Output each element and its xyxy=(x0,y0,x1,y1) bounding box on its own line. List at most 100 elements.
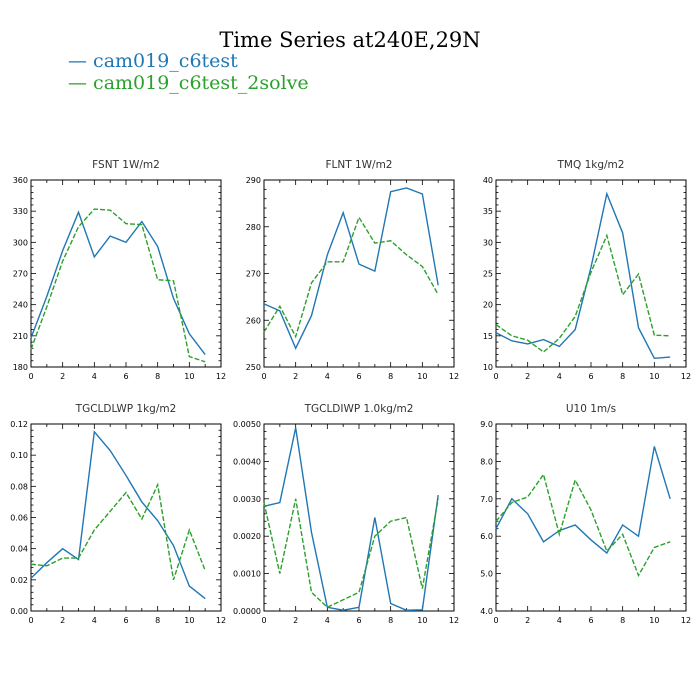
x-tick-label: 4 xyxy=(325,616,330,625)
y-tick-label: 0.06 xyxy=(10,514,28,523)
y-tick-label: 180 xyxy=(13,363,28,372)
x-tick-label: 10 xyxy=(184,616,194,625)
y-tick-label: 280 xyxy=(246,223,261,232)
series-line-1 xyxy=(495,191,671,360)
legend-label-series-2: cam019_c6test_2solve xyxy=(93,72,309,94)
x-tick-label: 8 xyxy=(155,616,160,625)
x-tick-label: 6 xyxy=(356,372,361,381)
chart-panel-1: FSNT 1W/m2 0 2 4 6 8 10 12 180 210 240 270 300 330 360 xyxy=(13,159,226,381)
x-tick-label: 2 xyxy=(293,616,298,625)
x-tick-label: 10 xyxy=(649,372,659,381)
series-line-1 xyxy=(30,210,206,355)
y-tick-label: 40 xyxy=(483,176,493,185)
y-tick-label: 10 xyxy=(483,363,493,372)
y-tick-label: 5.0 xyxy=(480,570,493,579)
x-tick-label: 12 xyxy=(216,372,226,381)
x-tick-label: 8 xyxy=(155,372,160,381)
chart-panel-4: TGCLDLWP 1kg/m2 0 2 4 6 8 10 12 0.00 0.02 0.04 0.06… xyxy=(10,403,226,625)
y-tick-label: 0.08 xyxy=(10,482,28,491)
y-tick-label: 6.0 xyxy=(480,532,493,541)
legend-entry-series-2: — cam019_c6test_2solve xyxy=(68,72,309,94)
y-tick-label: 260 xyxy=(246,316,261,325)
x-tick-label: 2 xyxy=(293,372,298,381)
y-tick-label: 330 xyxy=(13,207,28,216)
series-line-1 xyxy=(495,446,671,555)
chart-panel-6: U10 1m/s 0 2 4 6 8 10 12 4.0 5.0 6.0 7.0 8.0 9.0 xyxy=(480,403,691,625)
x-tick-label: 12 xyxy=(681,616,691,625)
y-tick-label: 7.0 xyxy=(480,495,493,504)
y-tick-label: 240 xyxy=(13,301,28,310)
legend-entry-series-1: — cam019_c6test xyxy=(68,50,238,72)
chart-title: U10 1m/s xyxy=(566,403,616,415)
y-tick-label: 0.0030 xyxy=(233,495,261,504)
series-line-2 xyxy=(495,233,671,353)
legend-line-series-1: — xyxy=(68,50,94,72)
y-tick-label: 25 xyxy=(483,270,493,279)
x-tick-label: 4 xyxy=(557,616,562,625)
y-tick-label: 4.0 xyxy=(480,607,493,616)
x-tick-label: 10 xyxy=(649,616,659,625)
series-line-2 xyxy=(263,498,439,609)
x-tick-label: 0 xyxy=(261,616,266,625)
x-tick-label: 4 xyxy=(92,372,97,381)
series-line-2 xyxy=(495,472,671,578)
x-tick-label: 0 xyxy=(493,372,498,381)
y-tick-label: 250 xyxy=(246,363,261,372)
x-tick-label: 0 xyxy=(28,616,33,625)
chart-title: TMQ 1kg/m2 xyxy=(557,159,625,171)
chart-title: FSNT 1W/m2 xyxy=(92,159,160,171)
y-tick-label: 20 xyxy=(483,301,493,310)
x-tick-label: 8 xyxy=(620,616,625,625)
y-tick-label: 8.0 xyxy=(480,457,493,466)
series-line-2 xyxy=(30,208,206,363)
y-tick-label: 0.0010 xyxy=(233,570,261,579)
x-tick-label: 10 xyxy=(417,616,427,625)
x-tick-label: 12 xyxy=(449,616,459,625)
x-tick-label: 2 xyxy=(525,372,530,381)
x-tick-label: 2 xyxy=(60,616,65,625)
y-tick-label: 0.0050 xyxy=(233,420,261,429)
x-tick-label: 6 xyxy=(123,616,128,625)
x-tick-label: 4 xyxy=(92,616,97,625)
y-tick-label: 300 xyxy=(13,238,28,247)
chart-panel-2: FLNT 1W/m2 0 2 4 6 8 10 12 250 260 270 280 290 xyxy=(246,159,459,381)
x-tick-label: 6 xyxy=(123,372,128,381)
x-tick-label: 0 xyxy=(261,372,266,381)
plot-frame xyxy=(30,423,222,612)
series-line-1 xyxy=(30,430,206,600)
y-tick-label: 0.00 xyxy=(10,607,28,616)
y-tick-label: 270 xyxy=(13,270,28,279)
y-tick-label: 290 xyxy=(246,176,261,185)
series-line-1 xyxy=(263,187,439,350)
series-line-2 xyxy=(263,215,439,339)
x-tick-label: 8 xyxy=(388,372,393,381)
y-tick-label: 0.0040 xyxy=(233,457,261,466)
x-tick-label: 0 xyxy=(493,616,498,625)
x-tick-label: 10 xyxy=(184,372,194,381)
chart-title: TGCLDIWP 1.0kg/m2 xyxy=(304,403,414,415)
chart-panel-3: TMQ 1kg/m2 0 2 4 6 8 10 12 10 15 20 25 30 35 40 xyxy=(483,159,691,381)
y-tick-label: 30 xyxy=(483,238,493,247)
y-tick-label: 210 xyxy=(13,332,28,341)
chart-title: TGCLDLWP 1kg/m2 xyxy=(75,403,177,415)
y-tick-label: 15 xyxy=(483,332,493,341)
y-tick-label: 0.12 xyxy=(10,420,28,429)
y-tick-label: 0.0000 xyxy=(233,607,261,616)
chart-panel-5: TGCLDIWP 1.0kg/m2 0 2 4 6 8 10 12 0.0000 0.0010 0.… xyxy=(233,403,459,625)
x-tick-label: 2 xyxy=(525,616,530,625)
y-tick-label: 270 xyxy=(246,270,261,279)
legend-line-series-2: — xyxy=(68,72,94,94)
y-tick-label: 360 xyxy=(13,176,28,185)
x-tick-label: 0 xyxy=(28,372,33,381)
y-tick-label: 35 xyxy=(483,207,493,216)
x-tick-label: 12 xyxy=(681,372,691,381)
x-tick-label: 10 xyxy=(417,372,427,381)
page-title: Time Series at240E,29N xyxy=(219,28,481,52)
series-line-1 xyxy=(263,427,439,611)
x-tick-label: 8 xyxy=(388,616,393,625)
x-tick-label: 4 xyxy=(325,372,330,381)
series-line-2 xyxy=(30,482,206,581)
x-tick-label: 8 xyxy=(620,372,625,381)
x-tick-label: 2 xyxy=(60,372,65,381)
